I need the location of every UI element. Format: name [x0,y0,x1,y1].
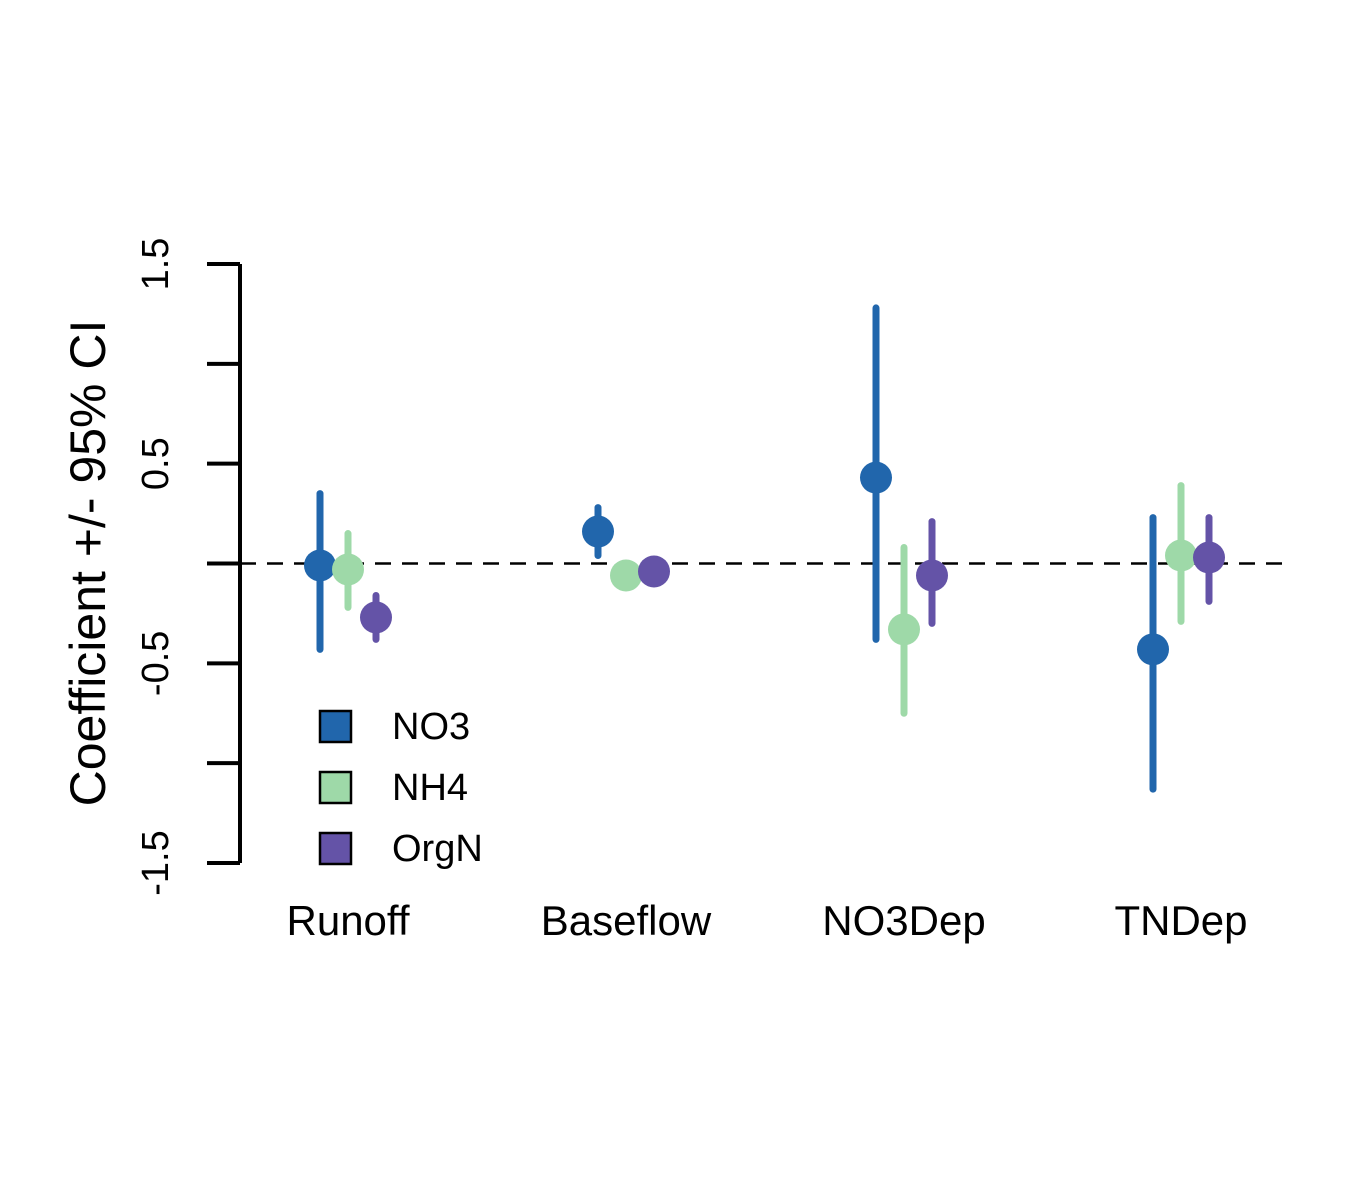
category-label: NO3Dep [822,897,985,944]
legend-swatch-nh4 [318,770,353,805]
y-tick-label: 1.5 [135,238,177,291]
y-axis-title: Coefficient +/- 95% CI [60,320,116,807]
point-no3 [304,549,336,582]
point-no3 [1137,633,1169,666]
plot-marks [304,304,1225,793]
y-tick-label: -0.5 [135,631,177,696]
point-nh4 [888,613,920,646]
category-label: TNDep [1114,897,1247,944]
legend-label-no3: NO3 [392,706,470,748]
point-nh4 [332,553,364,586]
y-tick-label: 0.5 [135,437,177,490]
point-no3 [582,515,614,548]
legend: NO3 NH4 OrgN [318,706,483,870]
point-orgn [360,601,392,634]
point-orgn [1193,541,1225,574]
point-no3 [860,461,892,494]
point-nh4 [1165,539,1197,572]
category-labels: Runoff Baseflow NO3Dep TNDep [287,897,1248,944]
legend-label-orgn: OrgN [392,828,483,870]
point-nh4 [610,559,642,592]
point-orgn [916,559,948,592]
category-label: Runoff [287,897,410,944]
category-label: Baseflow [541,897,712,944]
legend-swatch-no3 [318,709,353,744]
y-tick-label: -1.5 [135,830,177,895]
legend-label-nh4: NH4 [392,767,468,809]
y-axis: -1.5 -0.5 0.5 1.5 [135,238,242,896]
legend-swatch-orgn [318,831,353,866]
point-orgn [638,555,670,588]
